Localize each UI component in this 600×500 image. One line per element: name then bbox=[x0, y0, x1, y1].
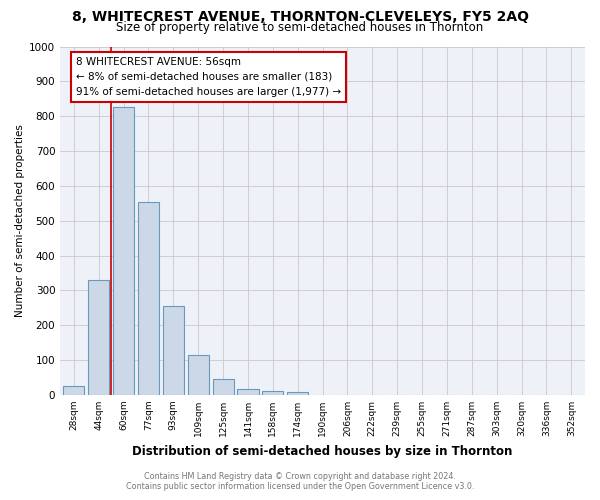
Text: Size of property relative to semi-detached houses in Thornton: Size of property relative to semi-detach… bbox=[116, 22, 484, 35]
Bar bbox=[188, 355, 209, 395]
Text: Contains HM Land Registry data © Crown copyright and database right 2024.
Contai: Contains HM Land Registry data © Crown c… bbox=[126, 472, 474, 491]
Bar bbox=[163, 306, 184, 395]
Bar bbox=[63, 386, 85, 395]
Bar bbox=[262, 390, 283, 395]
X-axis label: Distribution of semi-detached houses by size in Thornton: Distribution of semi-detached houses by … bbox=[133, 444, 513, 458]
Y-axis label: Number of semi-detached properties: Number of semi-detached properties bbox=[15, 124, 25, 317]
Bar bbox=[113, 108, 134, 395]
Bar bbox=[212, 380, 233, 395]
Bar bbox=[287, 392, 308, 395]
Text: 8 WHITECREST AVENUE: 56sqm
← 8% of semi-detached houses are smaller (183)
91% of: 8 WHITECREST AVENUE: 56sqm ← 8% of semi-… bbox=[76, 57, 341, 96]
Bar bbox=[88, 280, 109, 395]
Text: 8, WHITECREST AVENUE, THORNTON-CLEVELEYS, FY5 2AQ: 8, WHITECREST AVENUE, THORNTON-CLEVELEYS… bbox=[71, 10, 529, 24]
Bar bbox=[238, 388, 259, 395]
Bar bbox=[138, 202, 159, 395]
